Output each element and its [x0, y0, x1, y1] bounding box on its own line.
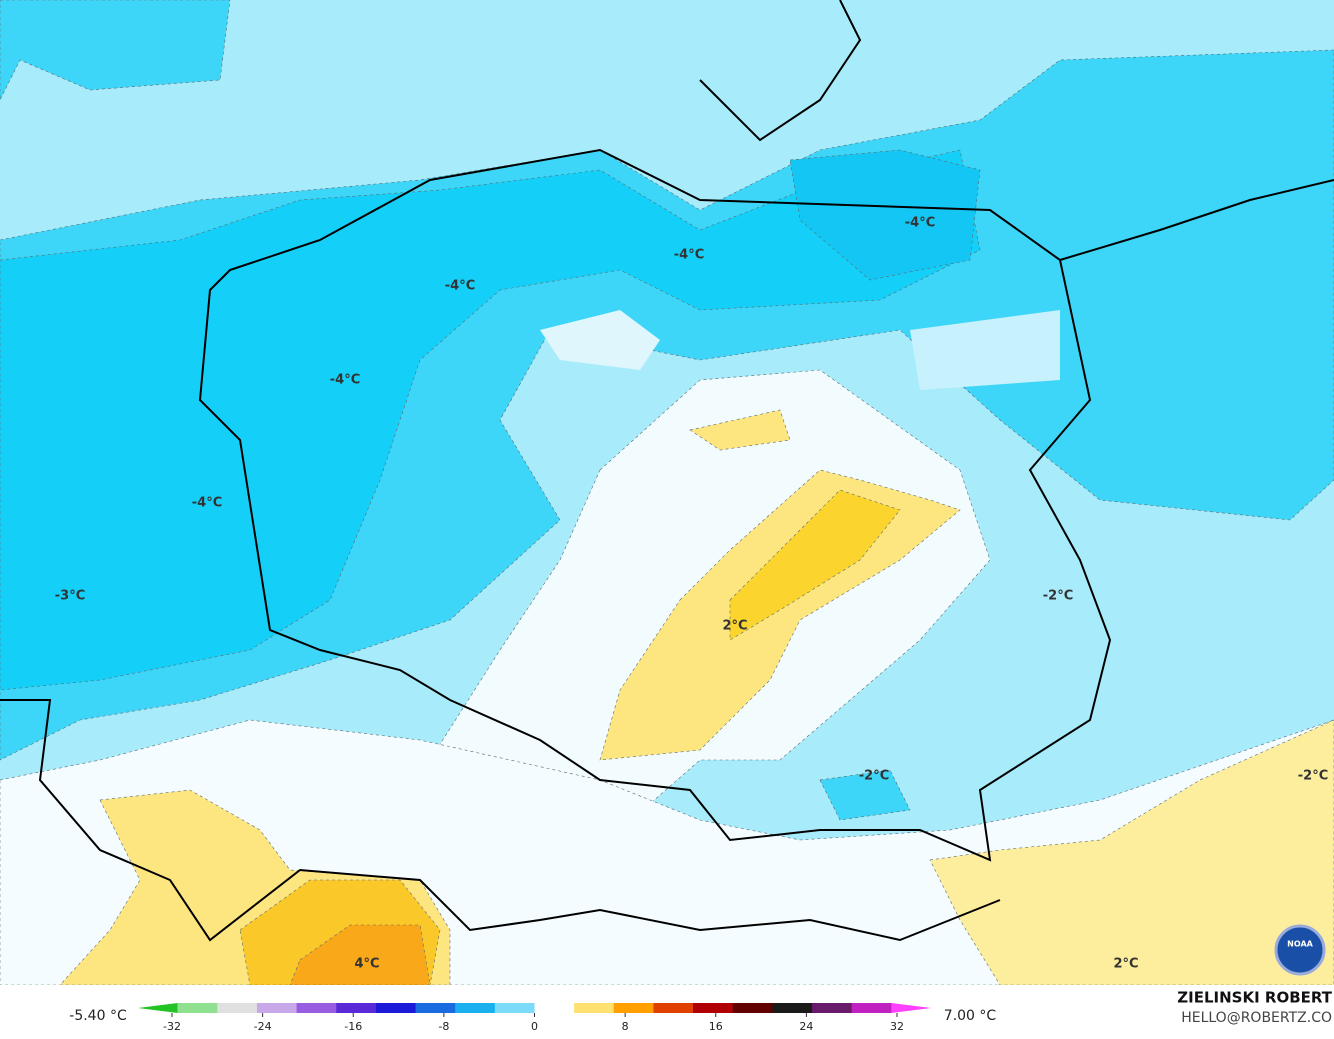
logo: [1274, 924, 1326, 976]
colorbar-cell: [336, 1003, 377, 1013]
max-label: 7.00 °C: [944, 1008, 997, 1024]
colorbar-cell: [138, 1003, 178, 1013]
colorbar-cell: [296, 1003, 337, 1013]
colorbar-cell: [653, 1003, 694, 1013]
colorbar: -32 -24 -16 -8 0 8 16 24 32: [138, 1003, 931, 1033]
colorbar-tick-label: 16: [709, 1020, 723, 1033]
colorbar-tick-label: 24: [799, 1020, 813, 1033]
colorbar-cell: [613, 1003, 654, 1013]
colorbar-cell: [851, 1003, 892, 1013]
colorbar-tick-label: -16: [344, 1020, 362, 1033]
borders: [0, 0, 1334, 942]
colorbar-cell: [256, 1003, 298, 1013]
colorbar-cell: [177, 1003, 218, 1013]
contour-label: -4°C: [445, 279, 475, 294]
contour-label: -4°C: [330, 373, 360, 388]
contour-label: 2°C: [722, 619, 747, 634]
colorbar-tick-label: -8: [438, 1020, 449, 1033]
colorbar-cell: [693, 1003, 734, 1013]
author: ZIELINSKI ROBERT: [1177, 989, 1332, 1007]
contact: HELLO@ROBERTZ.CO: [1181, 1010, 1332, 1026]
contour-label: -3°C: [55, 589, 85, 604]
colorbar-cell: [534, 1003, 575, 1013]
colorbar-cell: [415, 1003, 456, 1013]
colorbar-cell: [494, 1003, 535, 1013]
contour-label: -4°C: [192, 496, 222, 511]
colorbar-cell: [574, 1003, 615, 1013]
colorbar-cell: [891, 1003, 931, 1013]
contour-label: -2°C: [1298, 769, 1328, 784]
colorbar-tick-label: -24: [254, 1020, 272, 1033]
contour-label: 2°C: [1113, 957, 1138, 972]
contour-label: -2°C: [1043, 589, 1073, 604]
min-label: -5.40 °C: [69, 1008, 127, 1024]
colorbar-cell: [732, 1003, 773, 1013]
colorbar-cell: [772, 1003, 813, 1013]
contour-label: -2°C: [859, 769, 889, 784]
colorbar-cell: [455, 1003, 496, 1013]
colorbar-tick-label: 32: [890, 1020, 904, 1033]
contour-labels: -4°C -4°C -4°C -4°C -4°C -3°C -2°C -2°C -2°C 2°C 2…: [55, 216, 1328, 972]
contour-label: 4°C: [354, 957, 379, 972]
colorbar-tick-label: 8: [622, 1020, 629, 1033]
logo-text: NOAA: [1287, 940, 1313, 949]
temperature-fields: [0, 0, 1334, 986]
colorbar-cell: [812, 1003, 853, 1013]
contour-label: -4°C: [674, 248, 704, 263]
colorbar-cell: [375, 1003, 417, 1013]
colorbar-tick-label: 0: [531, 1020, 538, 1033]
colorbar-tick-label: -32: [163, 1020, 181, 1033]
contour-label: -4°C: [905, 216, 935, 231]
colorbar-cell: [217, 1003, 258, 1013]
